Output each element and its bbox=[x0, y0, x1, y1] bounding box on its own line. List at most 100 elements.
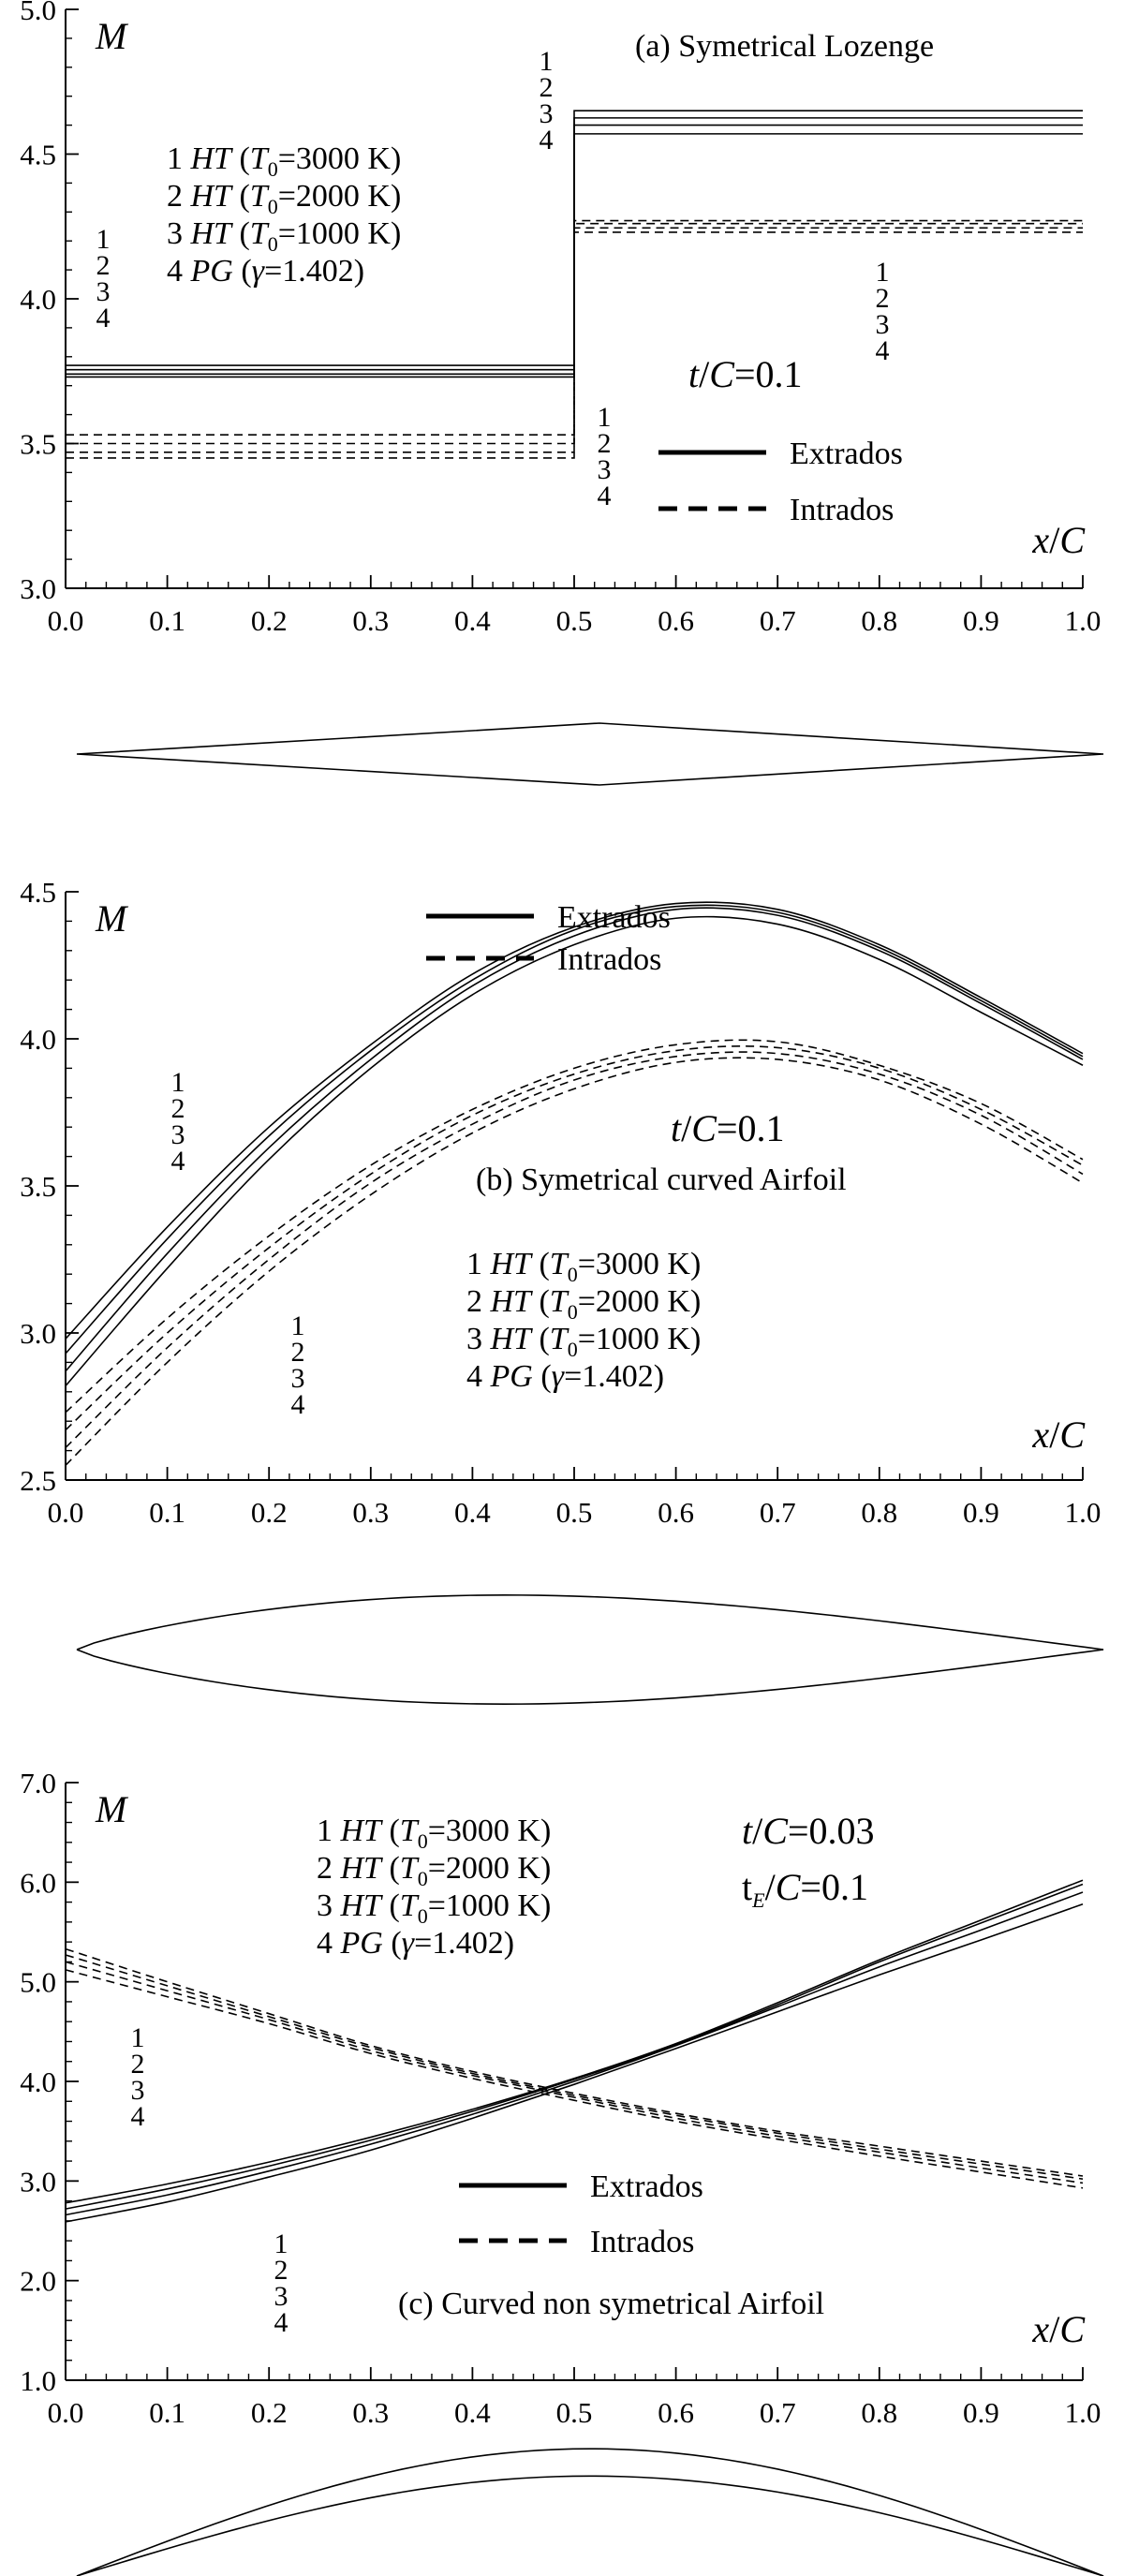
series-marker-2: 2 bbox=[598, 428, 612, 459]
legend-case-3: 3 HT (T0=1000 K) bbox=[466, 1322, 701, 1361]
chart-panel-3: 0.0 0.1 0.2 0.3 0.4 0.5 0.6 0.7 0.8 0.9 1.0 1.0 2.0 3… bbox=[20, 1767, 1104, 2576]
y-tick-label: 4.0 bbox=[20, 1023, 56, 1056]
x-tick-label: 0.5 bbox=[556, 2396, 593, 2429]
y-tick-label: 1.0 bbox=[20, 2364, 56, 2397]
chart-title: (b) Symetrical curved Airfoil bbox=[476, 1162, 847, 1197]
series-marker-1: 1 bbox=[131, 2022, 145, 2053]
chart-panel-2: 0.0 0.1 0.2 0.3 0.4 0.5 0.6 0.7 0.8 0.9 1.0 2.5 3.0 3… bbox=[20, 876, 1104, 1705]
x-axis-label: x/C bbox=[1031, 1414, 1086, 1456]
x-tick-label: 0.1 bbox=[149, 2396, 185, 2429]
series-line-intrados-4 bbox=[66, 231, 1083, 459]
series-marker-2: 2 bbox=[171, 1093, 185, 1124]
y-axis-label: M bbox=[95, 897, 129, 940]
series-marker-3: 3 bbox=[291, 1363, 305, 1394]
x-tick-label: 0.2 bbox=[251, 604, 288, 637]
legend-label-extrados: Extrados bbox=[590, 2169, 703, 2204]
series-marker-2: 2 bbox=[131, 2049, 145, 2080]
series-group bbox=[65, 901, 1084, 1466]
legend-case-2: 2 HT (T0=2000 K) bbox=[167, 179, 401, 218]
series-line-extrados-1 bbox=[65, 901, 1084, 1340]
x-tick-label: 0.2 bbox=[251, 1496, 288, 1529]
x-tick-label: 1.0 bbox=[1065, 604, 1102, 637]
series-marker-3: 3 bbox=[876, 309, 890, 340]
y-tick-label: 3.5 bbox=[20, 428, 56, 461]
series-line-intrados-4 bbox=[65, 1057, 1084, 1466]
series-marker-4: 4 bbox=[131, 2101, 145, 2132]
series-line-intrados-2 bbox=[65, 1044, 1084, 1431]
y-tick-label: 5.0 bbox=[20, 0, 56, 26]
x-tick-label: 0.0 bbox=[48, 2396, 84, 2429]
series-line-extrados-2 bbox=[65, 1883, 1084, 2210]
x-tick-label: 0.4 bbox=[454, 1496, 491, 1529]
y-tick-label: 5.0 bbox=[20, 1966, 56, 1999]
thickness-annotation: t/C=0.1 bbox=[671, 1107, 785, 1149]
x-tick-label: 0.8 bbox=[861, 1496, 897, 1529]
case-legend: 1 HT (T0=3000 K)2 HT (T0=2000 K)3 HT (T0… bbox=[167, 141, 401, 289]
profile-lower-surface bbox=[76, 1649, 1104, 1705]
series-marker-1: 1 bbox=[540, 46, 554, 77]
legend-case-4: 4 PG (γ=1.402) bbox=[466, 1359, 664, 1394]
series-marker-3: 3 bbox=[131, 2075, 145, 2106]
series-line-intrados-2 bbox=[65, 1954, 1084, 2181]
chart-title: (a) Symetrical Lozenge bbox=[635, 29, 934, 64]
x-tick-label: 0.7 bbox=[760, 604, 796, 637]
x-tick-label: 0.7 bbox=[760, 2396, 796, 2429]
x-tick-label: 0.2 bbox=[251, 2396, 288, 2429]
series-marker-2: 2 bbox=[274, 2255, 288, 2286]
x-tick-label: 0.9 bbox=[963, 604, 999, 637]
x-tick-label: 0.6 bbox=[658, 604, 694, 637]
x-tick-label: 0.8 bbox=[861, 2396, 897, 2429]
series-line-extrados-1 bbox=[65, 1879, 1084, 2204]
y-axis-label: M bbox=[95, 1788, 129, 1830]
x-tick-label: 0.4 bbox=[454, 2396, 491, 2429]
series-marker-3: 3 bbox=[171, 1119, 185, 1150]
legend-label-intrados: Intrados bbox=[790, 493, 894, 527]
legend-case-3: 3 HT (T0=1000 K) bbox=[167, 216, 401, 256]
series-marker-1: 1 bbox=[598, 402, 612, 433]
x-tick-label: 0.1 bbox=[149, 604, 185, 637]
airfoil-profile bbox=[76, 722, 1104, 786]
series-line-intrados-3 bbox=[65, 1051, 1084, 1449]
x-tick-label: 0.8 bbox=[861, 604, 897, 637]
case-legend: 1 HT (T0=3000 K)2 HT (T0=2000 K)3 HT (T0… bbox=[317, 1814, 551, 1961]
style-legend: Extrados Intrados bbox=[658, 437, 903, 527]
x-axis-label: x/C bbox=[1031, 2308, 1086, 2350]
x-tick-label: 0.5 bbox=[556, 604, 593, 637]
x-tick-label: 0.0 bbox=[48, 604, 84, 637]
chart-panel-1: 0.0 0.1 0.2 0.3 0.4 0.5 0.6 0.7 0.8 0.9 1.0 3.0 3.5 4… bbox=[20, 0, 1104, 786]
lozenge-profile bbox=[76, 722, 1104, 786]
edge-thickness-annotation: tE/C=0.1 bbox=[742, 1866, 868, 1912]
y-tick-label: 4.5 bbox=[20, 876, 56, 909]
legend-label-extrados: Extrados bbox=[557, 900, 671, 935]
series-marker-1: 1 bbox=[171, 1067, 185, 1098]
thickness-annotation: t/C=0.1 bbox=[688, 353, 803, 395]
x-tick-label: 0.3 bbox=[352, 1496, 389, 1529]
airfoil-profile bbox=[76, 1594, 1104, 1705]
axes: 0.0 0.1 0.2 0.3 0.4 0.5 0.6 0.7 0.8 0.9 1.0 3.0 3.5 4… bbox=[20, 0, 1101, 637]
series-line-intrados-4 bbox=[65, 1969, 1084, 2189]
case-legend: 1 HT (T0=3000 K)2 HT (T0=2000 K)3 HT (T0… bbox=[466, 1247, 701, 1394]
x-tick-label: 0.6 bbox=[658, 1496, 694, 1529]
legend-case-1: 1 HT (T0=3000 K) bbox=[466, 1247, 701, 1286]
chart-title: (c) Curved non symetrical Airfoil bbox=[398, 2287, 824, 2321]
series-marker-4: 4 bbox=[540, 125, 554, 155]
series-line-intrados-1 bbox=[66, 219, 1083, 437]
y-tick-label: 3.0 bbox=[20, 572, 56, 605]
legend-case-1: 1 HT (T0=3000 K) bbox=[317, 1814, 551, 1853]
style-legend: Extrados Intrados bbox=[426, 900, 671, 977]
y-tick-label: 6.0 bbox=[20, 1866, 56, 1899]
series-marker-2: 2 bbox=[540, 72, 554, 103]
series-line-extrados-3 bbox=[65, 1891, 1084, 2216]
series-line-extrados-2 bbox=[65, 904, 1084, 1355]
thickness-annotation: t/C=0.03 bbox=[742, 1810, 875, 1852]
axes: 0.0 0.1 0.2 0.3 0.4 0.5 0.6 0.7 0.8 0.9 1.0 1.0 2.0 3… bbox=[20, 1767, 1101, 2429]
series-marker-1: 1 bbox=[291, 1310, 305, 1341]
profile-lower-surface bbox=[76, 2475, 1104, 2576]
y-tick-label: 4.0 bbox=[20, 283, 56, 316]
axes: 0.0 0.1 0.2 0.3 0.4 0.5 0.6 0.7 0.8 0.9 1.0 2.5 3.0 3… bbox=[20, 876, 1101, 1529]
x-tick-label: 0.6 bbox=[658, 2396, 694, 2429]
